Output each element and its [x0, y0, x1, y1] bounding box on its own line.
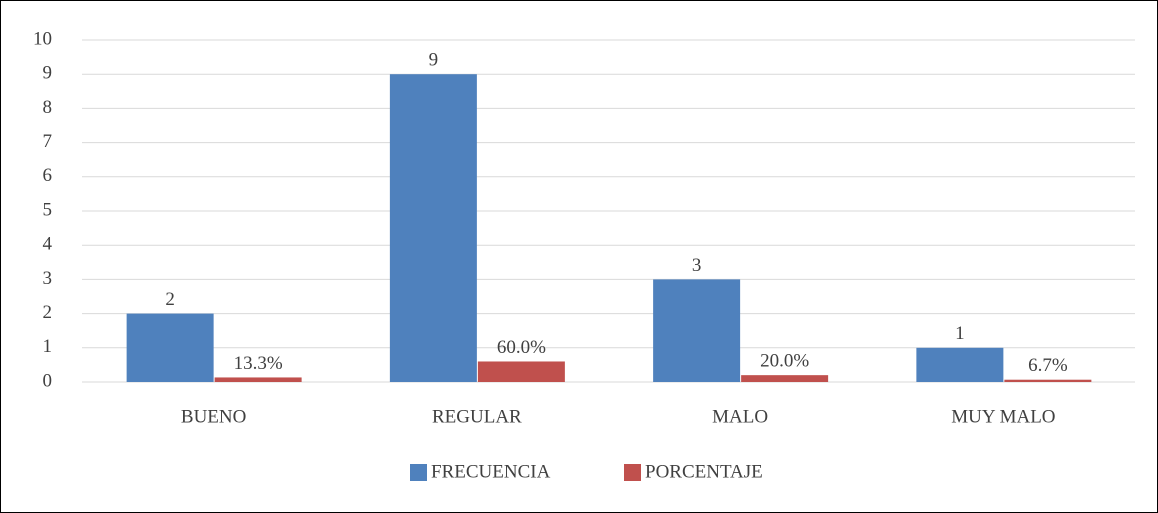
x-tick-label: MALO — [712, 406, 768, 427]
x-tick-label: BUENO — [181, 406, 246, 427]
legend-label: FRECUENCIA — [431, 461, 551, 482]
bar — [389, 74, 477, 382]
data-label: 2 — [165, 289, 175, 310]
bar — [653, 279, 741, 382]
bar — [916, 347, 1004, 382]
bar — [1004, 379, 1092, 382]
y-tick-label: 7 — [43, 131, 53, 152]
x-tick-label: REGULAR — [432, 406, 522, 427]
data-label: 6.7% — [1028, 355, 1068, 376]
data-label: 9 — [429, 50, 439, 71]
data-label: 13.3% — [234, 353, 283, 374]
y-tick-label: 10 — [33, 28, 52, 49]
y-tick-label: 4 — [43, 234, 53, 255]
bar — [477, 361, 565, 382]
y-tick-label: 1 — [43, 336, 53, 357]
data-label: 3 — [692, 255, 702, 276]
x-tick-label: MUY MALO — [951, 406, 1055, 427]
y-tick-label: 0 — [43, 370, 53, 391]
y-tick-label: 3 — [43, 268, 53, 289]
y-tick-label: 5 — [43, 199, 53, 220]
bar — [126, 313, 214, 382]
y-tick-label: 8 — [43, 97, 53, 118]
data-label: 20.0% — [760, 351, 809, 372]
bar — [214, 377, 302, 382]
y-tick-label: 9 — [43, 63, 53, 84]
legend-swatch — [410, 464, 427, 481]
data-label: 60.0% — [497, 337, 546, 358]
legend-swatch — [624, 464, 641, 481]
legend-label: PORCENTAJE — [645, 461, 763, 482]
y-tick-label: 2 — [43, 302, 53, 323]
bar — [741, 375, 829, 382]
data-label: 1 — [955, 323, 965, 344]
y-tick-label: 6 — [43, 165, 53, 186]
